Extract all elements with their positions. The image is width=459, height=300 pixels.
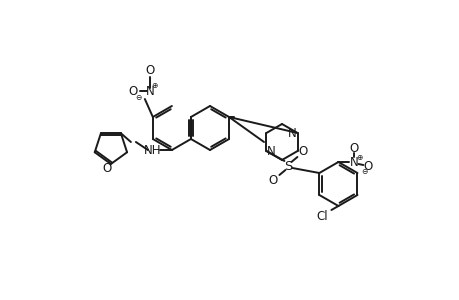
Text: O: O xyxy=(349,142,358,154)
Text: O: O xyxy=(268,175,277,188)
Text: ⊕: ⊕ xyxy=(151,80,158,89)
Text: N: N xyxy=(145,85,154,98)
Text: O: O xyxy=(128,85,137,98)
Text: ⊖: ⊖ xyxy=(360,167,367,176)
Text: S: S xyxy=(284,160,292,172)
Text: ⊖: ⊖ xyxy=(135,92,142,101)
Text: N: N xyxy=(267,145,275,158)
Text: O: O xyxy=(298,145,308,158)
Text: NH: NH xyxy=(144,143,161,157)
Text: O: O xyxy=(363,160,372,172)
Text: N: N xyxy=(349,155,358,169)
Text: ⊕: ⊕ xyxy=(355,152,362,161)
Text: O: O xyxy=(102,161,111,175)
Text: N: N xyxy=(288,127,297,140)
Text: Cl: Cl xyxy=(316,209,328,223)
Text: O: O xyxy=(145,64,154,76)
